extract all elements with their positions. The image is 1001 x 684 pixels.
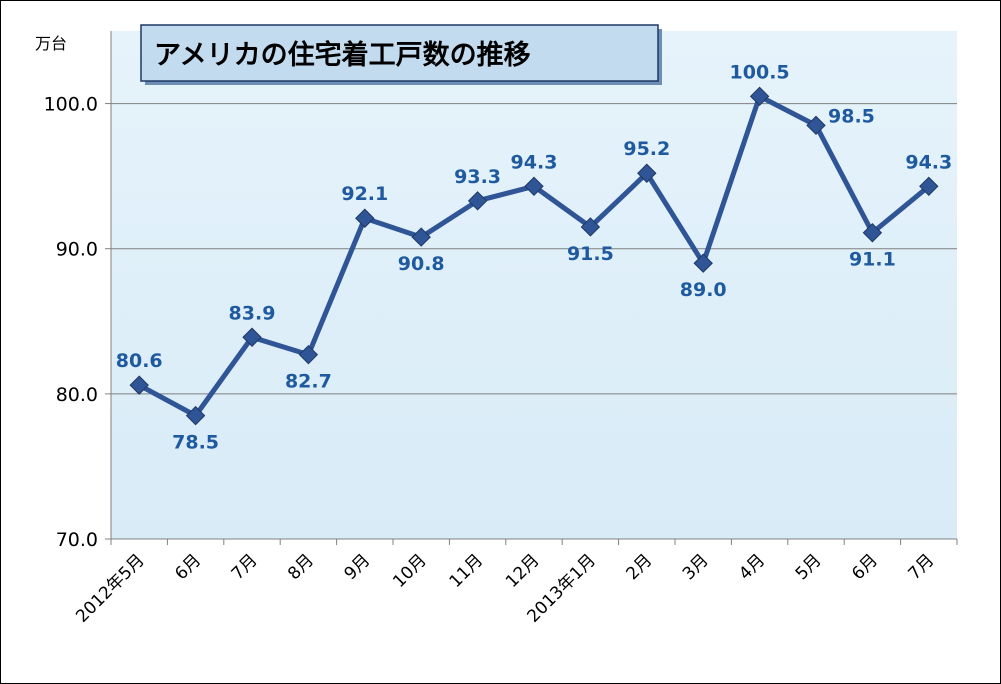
data-point-marker	[467, 191, 488, 211]
x-tick-label: 2月	[623, 550, 657, 584]
data-label: 98.5	[828, 105, 875, 127]
data-point-marker	[806, 115, 826, 136]
chart-title: アメリカの住宅着工戸数の推移	[154, 39, 531, 71]
data-point-marker	[185, 405, 206, 426]
data-point-marker	[580, 217, 601, 237]
x-tick-label: 7月	[905, 550, 939, 584]
data-label: 80.6	[116, 350, 163, 372]
data-label: 91.1	[849, 249, 896, 271]
data-label: 94.3	[905, 151, 952, 173]
y-tick-label: 80.0	[56, 384, 98, 406]
data-point-marker	[298, 344, 319, 365]
data-label: 95.2	[623, 138, 670, 160]
data-label: 94.3	[511, 151, 558, 173]
data-labels: 80.6 78.5 83.9 82.7 92.1 90.8 93.3 94.3 91.5 95.2…	[116, 61, 952, 453]
x-tick-label: 6月	[171, 550, 205, 584]
data-point-marker	[242, 327, 262, 347]
data-point-marker	[637, 163, 657, 183]
data-point-marker	[355, 208, 375, 228]
x-tick-label: 8月	[284, 550, 318, 584]
data-label: 83.9	[229, 302, 276, 324]
data-point-marker	[129, 375, 149, 395]
data-label: 100.5	[730, 61, 790, 83]
data-label: 82.7	[285, 371, 332, 393]
data-point-marker	[749, 86, 770, 107]
data-label: 91.5	[567, 243, 614, 265]
x-tick-label: 9月	[341, 550, 375, 584]
data-point-marker	[411, 227, 431, 247]
data-label: 89.0	[680, 279, 727, 301]
series-line-group	[129, 86, 939, 426]
x-tick-label: 10月	[389, 550, 430, 591]
x-tick-label: 6月	[848, 550, 882, 584]
x-tick-label: 11月	[446, 550, 487, 591]
x-tick-label: 7月	[228, 550, 262, 584]
data-label: 93.3	[454, 166, 501, 188]
x-tick-label: 4月	[735, 550, 769, 584]
gridlines	[111, 103, 957, 395]
unit-label: 万台	[35, 34, 67, 53]
x-tick-label: 2012年5月	[72, 550, 148, 626]
data-label: 90.8	[398, 253, 445, 275]
chart-title-box: アメリカの住宅着工戸数の推移	[140, 24, 662, 85]
data-point-marker	[693, 253, 713, 273]
x-tick-label: 12月	[502, 550, 543, 591]
y-tick-label: 90.0	[56, 239, 98, 261]
data-label: 78.5	[172, 432, 219, 454]
x-tick-label: 3月	[679, 550, 713, 584]
data-point-marker	[919, 176, 939, 197]
y-tick-label: 70.0	[56, 529, 98, 551]
data-point-marker	[862, 223, 883, 243]
y-tick-label: 100.0	[44, 94, 98, 116]
data-point-marker	[524, 176, 544, 197]
data-label: 92.1	[341, 183, 388, 205]
x-tick-label: 5月	[792, 550, 826, 584]
